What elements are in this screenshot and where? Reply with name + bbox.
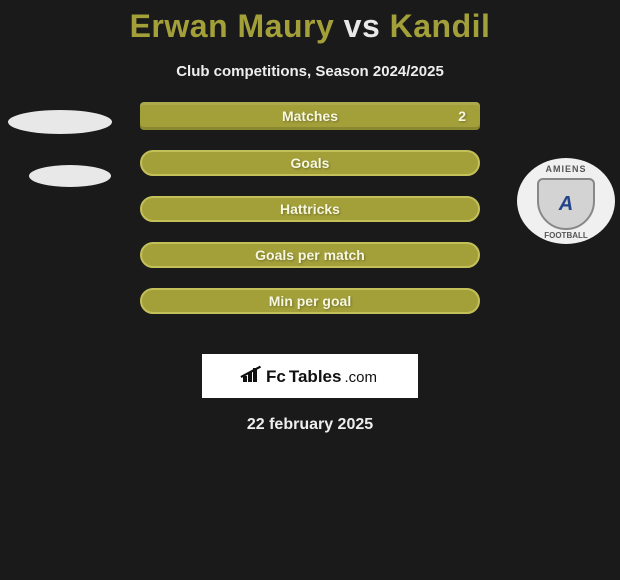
metric-bar-gpm: Goals per match [140, 242, 480, 268]
crest-top-text: AMIENS [527, 164, 605, 174]
comparison-chart: AMIENS A FOOTBALL Matches 2 Goals Hattri… [0, 110, 620, 340]
player2-name: Kandil [390, 8, 491, 44]
player1-marker-icon [29, 165, 111, 187]
metric-bar-goals: Goals [140, 150, 480, 176]
brand-fc: Fc [266, 367, 286, 387]
metric-label: Min per goal [269, 293, 351, 309]
crest-bottom-text: FOOTBALL [527, 231, 605, 240]
vs-text: vs [344, 8, 381, 44]
bars-growth-icon [243, 366, 263, 382]
metric-value: 2 [458, 108, 466, 124]
metric-bar-hattricks: Hattricks [140, 196, 480, 222]
metric-bars: Matches 2 Goals Hattricks Goals per matc… [140, 102, 480, 334]
crest-shield-icon: A [537, 178, 595, 230]
brand-tables: Tables [289, 367, 342, 387]
page-title: Erwan Maury vs Kandil [0, 0, 620, 45]
metric-label: Goals per match [255, 247, 365, 263]
brand-dom: .com [344, 369, 377, 386]
player1-name: Erwan Maury [130, 8, 335, 44]
club-crest: AMIENS A FOOTBALL [517, 158, 615, 244]
date-text: 22 february 2025 [0, 416, 620, 434]
metric-bar-matches: Matches 2 [140, 102, 480, 130]
footer-brand-box: FcTables.com [202, 354, 418, 398]
crest-center-text: A [559, 193, 573, 216]
metric-label: Matches [282, 108, 338, 124]
fctables-logo: FcTables.com [243, 366, 377, 387]
metric-bar-mpg: Min per goal [140, 288, 480, 314]
player1-marker-icon [8, 110, 112, 134]
subtitle: Club competitions, Season 2024/2025 [0, 63, 620, 80]
metric-label: Goals [291, 155, 330, 171]
metric-label: Hattricks [280, 201, 340, 217]
